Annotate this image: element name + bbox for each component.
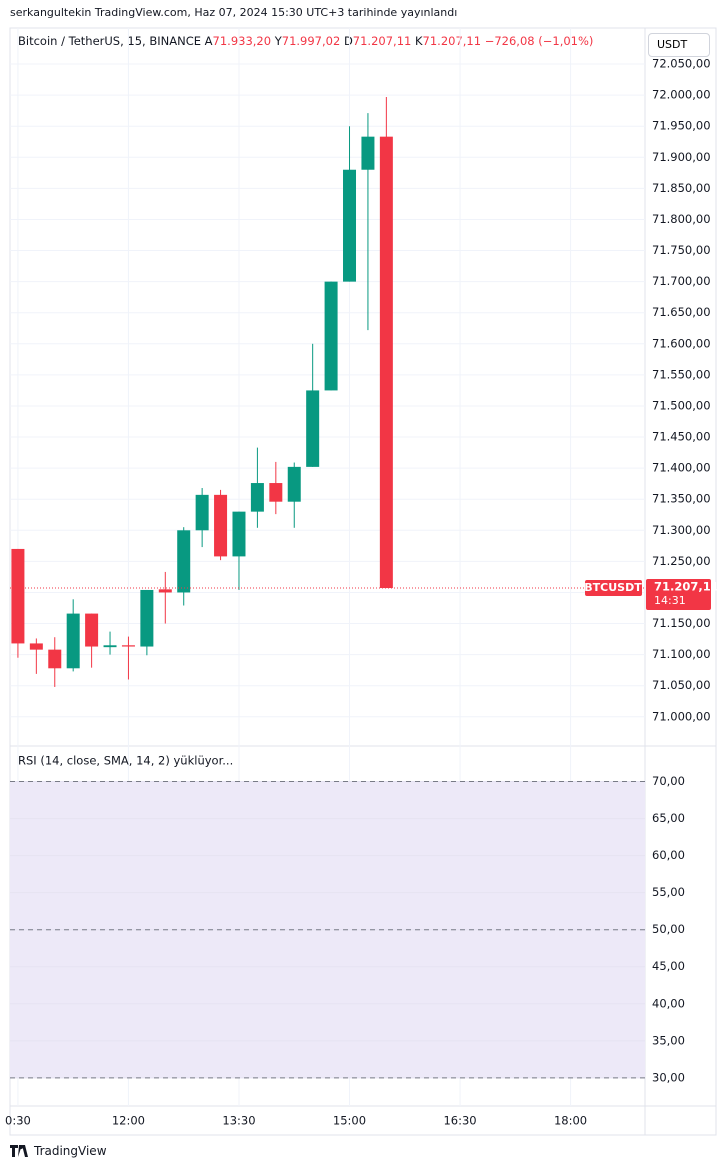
y-tick-label: 71.350,00 xyxy=(652,492,711,506)
candle-body xyxy=(11,548,25,644)
y-tick-label: 71.500,00 xyxy=(652,398,711,412)
y-tick-label: 71.100,00 xyxy=(652,647,711,661)
y-tick-label: 45,00 xyxy=(652,959,685,973)
change: −726,08 (−1,01%) xyxy=(484,34,594,48)
x-tick-label: 16:30 xyxy=(443,1114,476,1128)
candle-body xyxy=(103,645,117,648)
chart: 0:30 12:00 13:30 15:00 16:30 18:00 72.050,00 72… xyxy=(5,27,719,1136)
candle-body xyxy=(48,649,62,669)
y-tick-label: 35,00 xyxy=(652,1033,685,1047)
o-label: A xyxy=(204,34,213,48)
y-tick-label: 71.450,00 xyxy=(652,430,711,444)
candle-body xyxy=(343,169,357,282)
y-tick-label: 72.000,00 xyxy=(652,88,711,102)
footer: TradingView xyxy=(10,1144,107,1158)
y-tick-label: 70,00 xyxy=(652,774,685,788)
y-tick-label: 40,00 xyxy=(652,996,685,1010)
c-label: K xyxy=(414,34,423,48)
x-tick-label: 15:00 xyxy=(333,1114,366,1128)
h-label: Y xyxy=(274,34,282,48)
candle-body xyxy=(287,466,301,502)
y-tick-label: 71.850,00 xyxy=(652,181,711,195)
y-tick-label: 72.050,00 xyxy=(652,57,711,71)
l-value: 71.207,11 xyxy=(352,34,412,48)
candle-body xyxy=(85,613,99,647)
y-tick-label: 71.300,00 xyxy=(652,523,711,537)
candle-body xyxy=(195,494,209,531)
y-tick-label: 71.700,00 xyxy=(652,274,711,288)
y-tick-label: 71.400,00 xyxy=(652,461,711,475)
price-tag xyxy=(646,579,711,611)
y-tick-label: 71.950,00 xyxy=(652,119,711,133)
candle-body xyxy=(158,589,172,593)
o-value: 71.933,20 xyxy=(212,34,272,48)
y-tick-label: 50,00 xyxy=(652,922,685,936)
candle-body xyxy=(29,643,43,650)
price-tag-value: 71.207,11 xyxy=(654,580,719,594)
logo xyxy=(10,1145,28,1157)
candle-body xyxy=(140,589,154,647)
candle-body xyxy=(250,483,264,512)
y-tick-label: 71.050,00 xyxy=(652,678,711,692)
price-tag-countdown: 14:31 xyxy=(654,594,686,607)
y-tick-label: 30,00 xyxy=(652,1070,685,1084)
candle-body xyxy=(324,281,338,391)
x-tick-label: 12:00 xyxy=(112,1114,145,1128)
x-tick-label: 18:00 xyxy=(554,1114,587,1128)
footer-brand: TradingView xyxy=(34,1144,107,1158)
y-tick-label: 65,00 xyxy=(652,811,685,825)
publisher: serkangultekin TradingView.com, Haz 07, … xyxy=(10,6,458,19)
h-value: 71.997,02 xyxy=(281,34,341,48)
candle-body xyxy=(214,494,228,557)
candle-body xyxy=(306,390,320,467)
frame xyxy=(9,27,717,1136)
y-tick-label: 71.650,00 xyxy=(652,305,711,319)
y-tick-label: 55,00 xyxy=(652,885,685,899)
y-tick-label: 60,00 xyxy=(652,848,685,862)
candle-body xyxy=(177,530,191,593)
y-tick-label: 71.900,00 xyxy=(652,150,711,164)
rsi-title: RSI (14, close, SMA, 14, 2) yüklüyor... xyxy=(18,754,233,768)
x-tick-label: 13:30 xyxy=(222,1114,255,1128)
l-label: D xyxy=(343,34,353,48)
y-tick-label: 71.550,00 xyxy=(652,367,711,381)
y-tick-label: 71.250,00 xyxy=(652,554,711,568)
candle-body xyxy=(379,136,393,589)
y-tick-label: 71.000,00 xyxy=(652,709,711,723)
c-value: 71.207,11 xyxy=(422,34,482,48)
x-tick-label: 0:30 xyxy=(5,1114,31,1128)
y-tick-label: 71.800,00 xyxy=(652,212,711,226)
candle-body xyxy=(361,136,375,170)
symbol-tag-text: BTCUSDT xyxy=(584,581,642,594)
symbol-tag xyxy=(585,580,642,597)
candle-body xyxy=(121,645,135,647)
candle-body xyxy=(269,483,283,502)
candle-body xyxy=(232,511,246,557)
candle-body xyxy=(66,613,80,669)
legend: Bitcoin / TetherUS, 15, BINANCE A71.933,… xyxy=(18,34,593,48)
y-tick-label: 71.750,00 xyxy=(652,243,711,257)
symbol: Bitcoin / TetherUS, 15, BINANCE xyxy=(18,34,201,48)
currency-button[interactable]: USDT xyxy=(648,33,710,57)
y-tick-label: 71.600,00 xyxy=(652,336,711,350)
y-tick-label: 71.150,00 xyxy=(652,616,711,630)
